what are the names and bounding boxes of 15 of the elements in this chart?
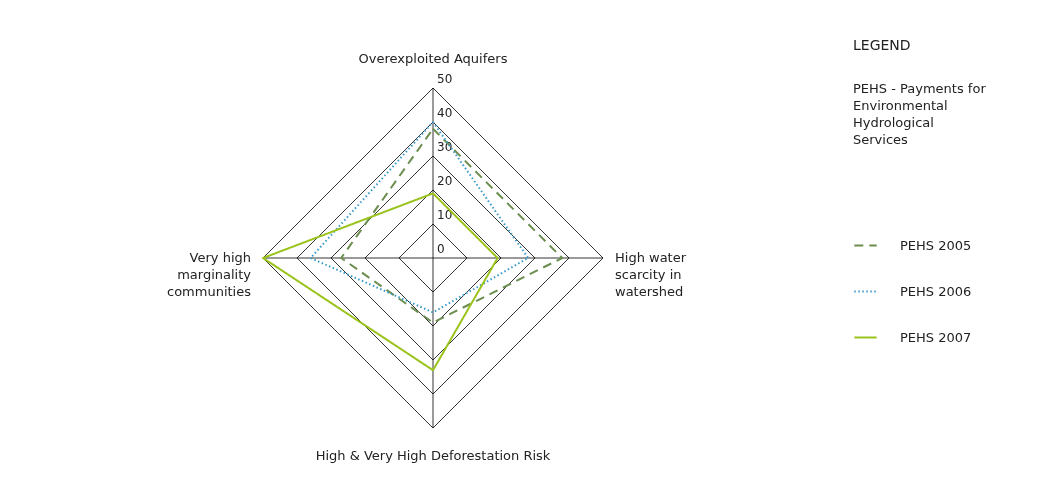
legend-title: LEGEND bbox=[853, 37, 911, 53]
legend-label: PEHS 2006 bbox=[900, 283, 972, 299]
y-tick-label: 10 bbox=[437, 208, 453, 222]
y-tick-label: 50 bbox=[437, 72, 453, 86]
spoke-label: High & Very High Deforestation Risk bbox=[315, 448, 551, 463]
spoke-label: Very high marginality communities bbox=[167, 250, 252, 299]
text: PEHS - Payments for Environmental Hydrological Services bbox=[853, 81, 987, 147]
spoke-label: High water scarcity in watershed bbox=[615, 250, 687, 299]
y-tick-label: 0 bbox=[437, 242, 445, 256]
y-tick-label: 20 bbox=[437, 174, 453, 188]
legend-label: PEHS 2005 bbox=[900, 237, 972, 253]
y-tick-label: 40 bbox=[437, 106, 453, 120]
y-tick-label: 30 bbox=[437, 140, 453, 154]
legend-label: PEHS 2007 bbox=[900, 329, 972, 345]
spoke-label: Overexploited Aquifers bbox=[358, 51, 508, 66]
